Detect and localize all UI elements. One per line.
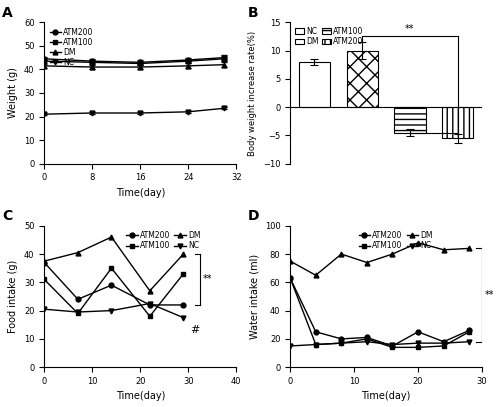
Bar xyxy=(346,50,378,107)
Text: **: ** xyxy=(405,24,414,33)
NC xyxy=(287,344,293,348)
ATM100 xyxy=(364,337,370,341)
NC xyxy=(440,341,446,346)
Text: **: ** xyxy=(485,290,494,300)
ATM100 xyxy=(108,266,114,271)
NC xyxy=(466,339,472,344)
NC xyxy=(75,310,81,315)
ATM100 xyxy=(42,277,48,282)
DM xyxy=(75,250,81,255)
Y-axis label: Water intake (ml): Water intake (ml) xyxy=(249,254,259,339)
ATM200 xyxy=(147,302,153,307)
ATM200 xyxy=(108,283,114,288)
DM xyxy=(287,259,293,264)
DM xyxy=(440,247,446,252)
ATM200 xyxy=(466,328,472,333)
ATM200 xyxy=(75,297,81,302)
NC xyxy=(180,315,186,320)
X-axis label: Time(day): Time(day) xyxy=(362,392,411,401)
DM xyxy=(180,252,186,256)
ATM200 xyxy=(440,339,446,344)
DM xyxy=(108,234,114,239)
ATM200 xyxy=(180,302,186,307)
ATM200 xyxy=(313,329,319,334)
ATM100 xyxy=(440,344,446,348)
DM xyxy=(364,260,370,265)
Legend: ATM200, ATM100, DM, NC: ATM200, ATM100, DM, NC xyxy=(124,230,202,252)
X-axis label: Time(day): Time(day) xyxy=(116,392,165,401)
Bar xyxy=(299,62,330,107)
Text: #: # xyxy=(190,325,200,335)
ATM100 xyxy=(147,314,153,319)
Text: D: D xyxy=(248,209,260,223)
ATM100 xyxy=(75,311,81,316)
DM xyxy=(415,240,421,245)
ATM100 xyxy=(313,342,319,347)
X-axis label: Time(day): Time(day) xyxy=(116,188,165,198)
NC xyxy=(338,341,344,346)
Line: ATM200: ATM200 xyxy=(42,260,186,307)
NC xyxy=(108,308,114,313)
NC xyxy=(147,301,153,306)
Y-axis label: Weight (g): Weight (g) xyxy=(8,68,18,118)
ATM100 xyxy=(180,271,186,276)
ATM200 xyxy=(338,337,344,341)
Line: ATM200: ATM200 xyxy=(288,276,472,348)
DM xyxy=(147,289,153,293)
NC xyxy=(415,341,421,346)
Line: NC: NC xyxy=(288,339,472,348)
Text: A: A xyxy=(2,6,13,20)
Line: DM: DM xyxy=(288,240,472,278)
ATM100 xyxy=(287,276,293,280)
Bar xyxy=(442,107,474,138)
ATM100 xyxy=(415,345,421,350)
Line: DM: DM xyxy=(42,235,186,293)
ATM100 xyxy=(390,345,396,350)
Line: ATM100: ATM100 xyxy=(288,276,472,350)
DM xyxy=(42,259,48,264)
NC xyxy=(364,339,370,344)
Legend: ATM200, ATM100, DM, NC: ATM200, ATM100, DM, NC xyxy=(48,26,96,68)
DM xyxy=(390,252,396,256)
ATM100 xyxy=(338,341,344,346)
ATM100 xyxy=(466,329,472,334)
Legend: NC, DM, ATM100, ATM200: NC, DM, ATM100, ATM200 xyxy=(294,26,364,47)
NC xyxy=(390,342,396,347)
ATM200 xyxy=(415,329,421,334)
ATM200 xyxy=(42,260,48,265)
DM xyxy=(338,252,344,256)
ATM200 xyxy=(390,344,396,348)
NC xyxy=(42,307,48,312)
Y-axis label: Food intake (g): Food intake (g) xyxy=(8,260,18,333)
Text: C: C xyxy=(2,209,12,223)
Bar xyxy=(394,107,426,133)
Legend: ATM200, ATM100, DM, NC: ATM200, ATM100, DM, NC xyxy=(357,230,434,252)
DM xyxy=(466,246,472,251)
ATM200 xyxy=(364,335,370,340)
Text: B: B xyxy=(248,6,258,20)
DM xyxy=(313,273,319,278)
Line: ATM100: ATM100 xyxy=(42,266,186,319)
Text: **: ** xyxy=(202,274,212,284)
Line: NC: NC xyxy=(42,301,186,320)
NC xyxy=(313,342,319,347)
Y-axis label: Body weight increase rate(%): Body weight increase rate(%) xyxy=(248,31,258,155)
ATM200 xyxy=(287,276,293,280)
